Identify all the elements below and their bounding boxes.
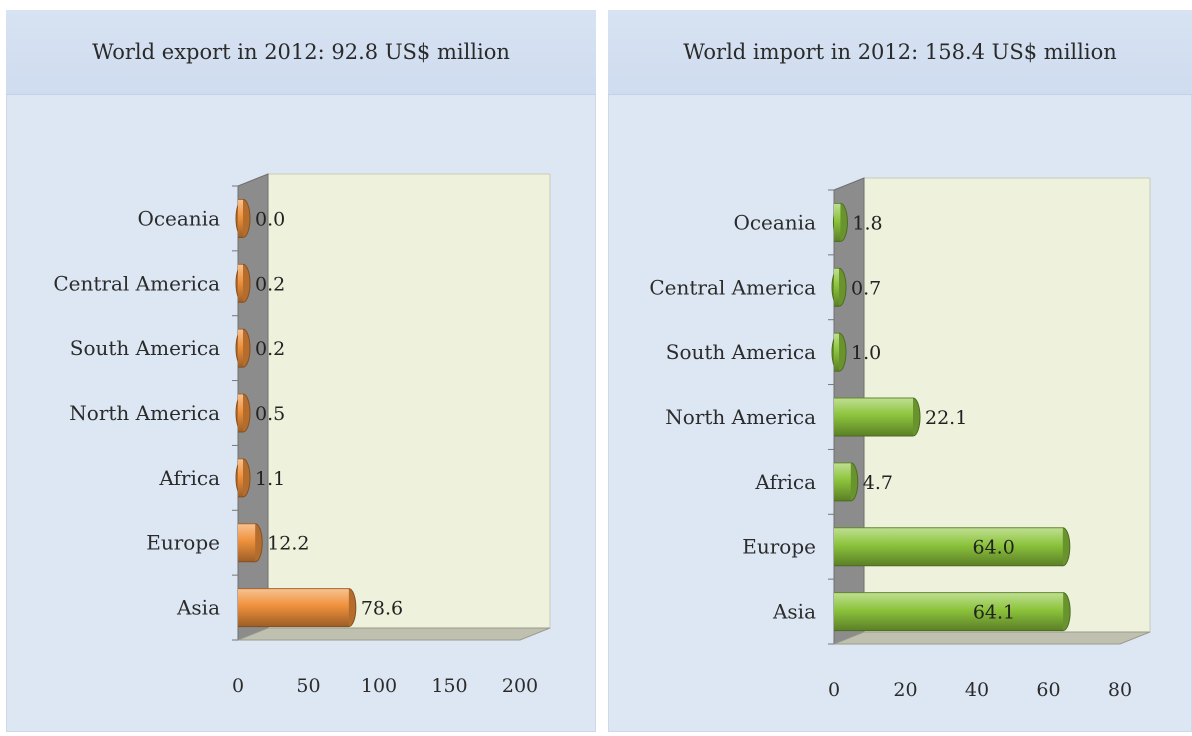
bar-europe <box>238 523 263 563</box>
category-label: North America <box>665 405 816 429</box>
bar-asia <box>834 592 1071 632</box>
value-label: 0.2 <box>255 338 285 360</box>
value-label: 0.2 <box>255 273 285 295</box>
category-label: South America <box>70 336 220 360</box>
bar-europe <box>834 527 1071 567</box>
bar-central-america <box>235 263 251 303</box>
value-label: 0.0 <box>255 208 285 230</box>
plot-floor <box>833 631 1151 645</box>
bar-oceania <box>235 198 251 238</box>
x-axis-tick-label: 40 <box>965 679 989 701</box>
import-chart-panel: World import in 2012: 158.4 US$ million … <box>608 10 1192 732</box>
category-label: Oceania <box>733 210 816 234</box>
value-label: 64.0 <box>972 537 1014 559</box>
bar-africa <box>834 462 859 502</box>
export-bar-chart: 0 50 100 150 200 Asia 78.6 Europe 12.2 Africa 1.1 N… <box>53 173 551 697</box>
category-label: Africa <box>158 466 220 490</box>
bar-south-america <box>235 328 251 368</box>
bar-north-america <box>235 393 251 433</box>
value-label: 12.2 <box>267 533 309 555</box>
category-label: Asia <box>772 600 816 624</box>
category-label: North America <box>69 401 220 425</box>
category-label: Asia <box>176 596 220 620</box>
x-axis-tick-label: 80 <box>1108 679 1132 701</box>
export-chart-panel: World export in 2012: 92.8 US$ million 0… <box>6 10 596 732</box>
value-label: 0.5 <box>255 403 285 425</box>
plot-floor <box>237 627 551 641</box>
value-label: 22.1 <box>925 407 967 429</box>
category-label: Oceania <box>137 206 220 230</box>
x-axis-tick-label: 60 <box>1036 679 1060 701</box>
value-label: 78.6 <box>361 598 403 620</box>
bar-north-america <box>834 397 921 437</box>
value-label: 4.7 <box>863 472 893 494</box>
x-axis-tick-label: 0 <box>828 679 840 701</box>
import-bar-chart: 0 20 40 60 80 Asia 64.1 Europe 64.0 Africa 4.7 Nort… <box>649 177 1151 701</box>
import-chart-title: World import in 2012: 158.4 US$ million <box>608 10 1192 95</box>
category-label: Europe <box>742 535 816 559</box>
category-label: Europe <box>146 531 220 555</box>
x-axis-tick-label: 200 <box>502 675 538 697</box>
x-axis-tick-label: 50 <box>296 675 320 697</box>
value-label: 1.1 <box>255 468 285 490</box>
bar-south-america <box>831 332 847 372</box>
x-axis-tick-label: 20 <box>893 679 917 701</box>
category-label: Central America <box>649 275 816 299</box>
bar-africa <box>235 458 251 498</box>
value-label: 0.7 <box>851 277 881 299</box>
category-label: South America <box>666 340 816 364</box>
value-label: 1.0 <box>851 342 881 364</box>
category-label: Central America <box>53 271 220 295</box>
x-axis-tick-label: 150 <box>431 675 467 697</box>
value-label: 1.8 <box>852 212 882 234</box>
export-chart-title: World export in 2012: 92.8 US$ million <box>6 10 596 95</box>
bar-asia <box>238 588 357 628</box>
bar-central-america <box>831 267 847 307</box>
bar-oceania <box>832 202 848 242</box>
plot-back-wall <box>267 173 551 629</box>
x-axis-tick-label: 0 <box>232 675 244 697</box>
category-label: Africa <box>754 470 816 494</box>
x-axis-tick-label: 100 <box>361 675 397 697</box>
value-label: 64.1 <box>973 602 1015 624</box>
